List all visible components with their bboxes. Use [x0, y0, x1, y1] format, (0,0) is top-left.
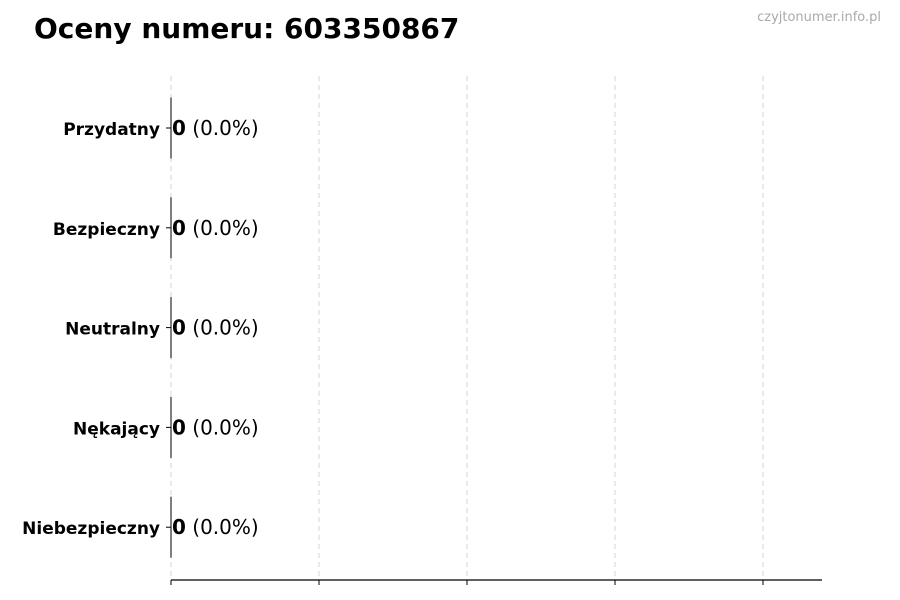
y-tick-label: Niebezpieczny [22, 519, 160, 539]
data-label: 0 (0.0%) [172, 216, 259, 240]
watermark: czyjtonumer.info.pl [757, 10, 881, 25]
y-tick-label: Bezpieczny [53, 220, 160, 240]
data-label: 0 (0.0%) [172, 116, 259, 140]
chart-title: Oceny numeru: 603350867 [34, 12, 460, 45]
y-tick-label: Neutralny [65, 320, 160, 340]
data-label: 0 (0.0%) [172, 415, 259, 439]
y-tick-label: Przydatny [63, 120, 160, 140]
y-tick-label: Nękający [73, 419, 160, 439]
data-label: 0 (0.0%) [172, 515, 259, 539]
data-label: 0 (0.0%) [172, 316, 259, 340]
